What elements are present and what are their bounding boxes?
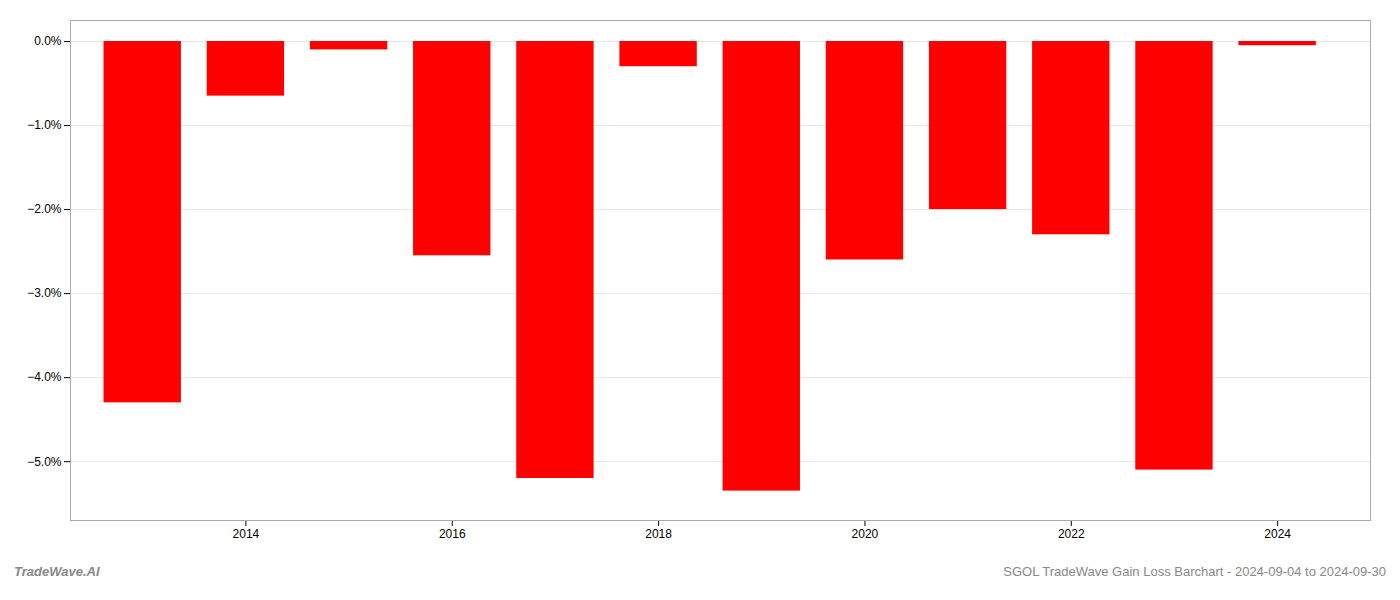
svg-text:2022: 2022 — [1058, 527, 1085, 541]
svg-text:2016: 2016 — [439, 527, 466, 541]
svg-text:2018: 2018 — [645, 527, 672, 541]
svg-text:2020: 2020 — [852, 527, 879, 541]
svg-text:2024: 2024 — [1264, 527, 1291, 541]
svg-text:−5.0%: −5.0% — [27, 455, 62, 469]
svg-text:−1.0%: −1.0% — [27, 118, 62, 132]
svg-text:2014: 2014 — [233, 527, 260, 541]
html-text:SGOL TradeWave Gain Loss Barch: SGOL TradeWave Gain Loss Barchart - 2024… — [1003, 564, 1386, 579]
html-text:TradeWave.AI: TradeWave.AI — [14, 564, 100, 579]
svg-text:0.0%: 0.0% — [34, 34, 62, 48]
svg-text:−4.0%: −4.0% — [27, 370, 62, 384]
svg-text:−2.0%: −2.0% — [27, 202, 62, 216]
svg-text:−3.0%: −3.0% — [27, 286, 62, 300]
